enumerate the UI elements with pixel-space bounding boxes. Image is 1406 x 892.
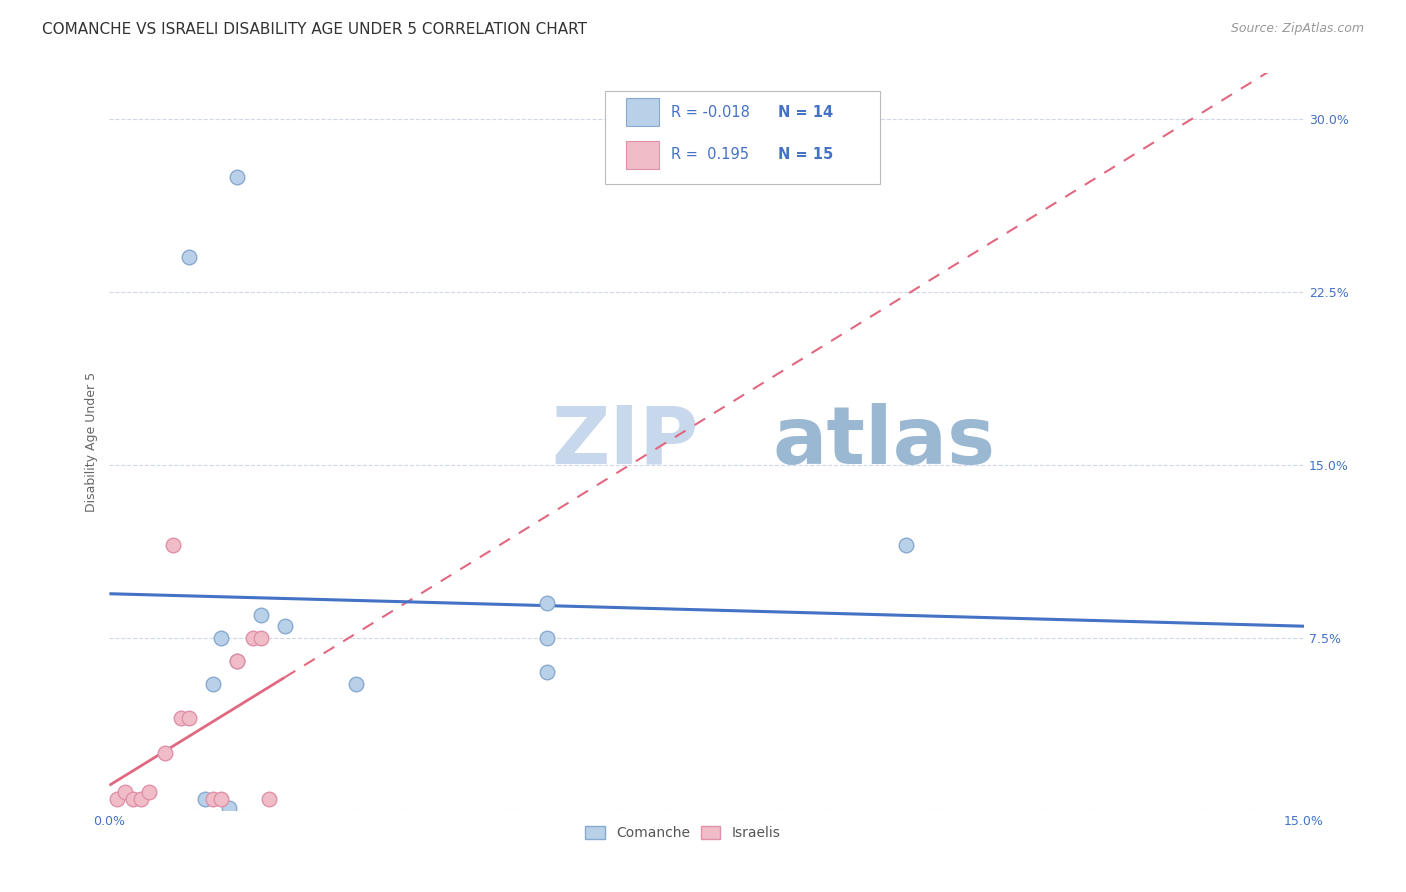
Point	[177, 251, 200, 265]
Text: COMANCHE VS ISRAELI DISABILITY AGE UNDER 5 CORRELATION CHART: COMANCHE VS ISRAELI DISABILITY AGE UNDER…	[42, 22, 588, 37]
Point	[536, 665, 558, 680]
Bar	[626, 98, 659, 127]
Text: Source: ZipAtlas.com: Source: ZipAtlas.com	[1230, 22, 1364, 36]
Text: R = -0.018: R = -0.018	[671, 105, 749, 120]
Point	[536, 631, 558, 645]
Point	[177, 711, 200, 725]
Point	[225, 169, 247, 184]
Text: ZIP: ZIP	[551, 402, 699, 481]
Point	[153, 746, 176, 760]
Y-axis label: Disability Age Under 5: Disability Age Under 5	[86, 372, 98, 512]
Point	[201, 792, 224, 806]
Text: atlas: atlas	[772, 402, 995, 481]
Text: R =  0.195: R = 0.195	[671, 147, 749, 162]
Point	[536, 596, 558, 610]
Bar	[626, 141, 659, 169]
Point	[218, 801, 240, 815]
Point	[114, 785, 136, 799]
Text: N = 14: N = 14	[779, 105, 834, 120]
Point	[209, 792, 232, 806]
Point	[122, 792, 145, 806]
Point	[129, 792, 152, 806]
Point	[249, 631, 271, 645]
Point	[273, 619, 295, 633]
Point	[162, 538, 184, 552]
Point	[242, 631, 264, 645]
Point	[225, 654, 247, 668]
Point	[201, 677, 224, 691]
FancyBboxPatch shape	[605, 91, 880, 184]
Point	[257, 792, 280, 806]
Point	[170, 711, 193, 725]
Text: N = 15: N = 15	[779, 147, 834, 162]
Point	[249, 607, 271, 622]
Point	[344, 677, 367, 691]
Legend: Comanche, Israelis: Comanche, Israelis	[581, 822, 785, 844]
Point	[209, 631, 232, 645]
Point	[105, 792, 128, 806]
Point	[138, 785, 160, 799]
Point	[194, 792, 217, 806]
Point	[225, 654, 247, 668]
Point	[894, 538, 917, 552]
